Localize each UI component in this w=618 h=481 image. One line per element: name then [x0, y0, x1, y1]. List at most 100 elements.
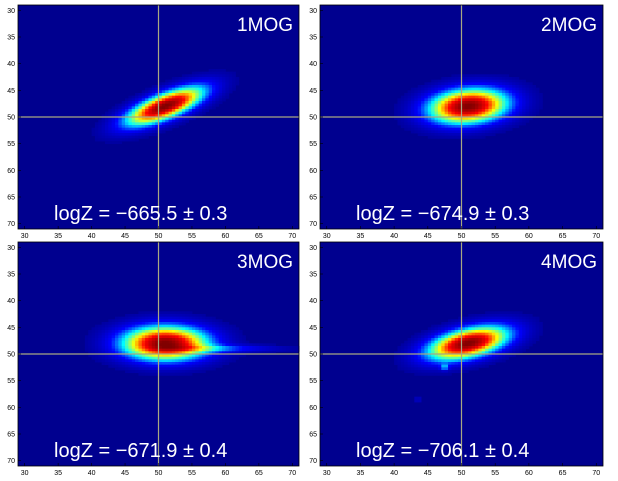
heatmap-cell: [201, 85, 206, 89]
heatmap-cell: [175, 87, 179, 91]
heatmap-cell: [175, 109, 179, 113]
heatmap-cell: [474, 324, 479, 328]
heatmap-cell: [525, 340, 530, 344]
heatmap-cell: [125, 127, 129, 131]
heatmap-cell: [125, 109, 129, 113]
heatmap-cell: [427, 117, 432, 121]
heatmap-cell: [108, 338, 113, 342]
heatmap-cell: [195, 106, 200, 110]
heatmap-cell: [191, 346, 196, 350]
heatmap-cell: [201, 79, 206, 83]
heatmap-cell: [232, 343, 236, 347]
heatmap-cell: [125, 135, 129, 139]
y-tick-label: 40: [7, 298, 15, 305]
heatmap-cell: [461, 356, 466, 360]
heatmap-cell: [451, 85, 456, 89]
heatmap-cell: [474, 359, 479, 363]
heatmap-cell: [451, 122, 456, 126]
heatmap-cell: [185, 77, 190, 81]
heatmap-cell: [118, 362, 123, 366]
heatmap-cell: [121, 351, 126, 355]
heatmap-cell: [145, 125, 149, 129]
heatmap-cell: [431, 351, 435, 355]
heatmap-cell: [265, 346, 270, 350]
heatmap-cell: [464, 98, 469, 102]
heatmap-cell: [424, 95, 429, 99]
heatmap-cell: [98, 338, 103, 342]
heatmap-cell: [498, 346, 503, 350]
heatmap-cell: [481, 338, 486, 342]
heatmap-cell: [461, 79, 466, 83]
heatmap-cell: [508, 354, 513, 358]
heatmap-cell: [121, 316, 126, 320]
heatmap-cell: [101, 327, 106, 331]
heatmap-cell: [145, 93, 149, 97]
heatmap-cell: [175, 103, 179, 107]
heatmap-cell: [151, 125, 156, 129]
heatmap-cell: [145, 314, 149, 318]
heatmap-cell: [148, 314, 153, 318]
heatmap-cell: [481, 125, 486, 129]
heatmap-cell: [188, 322, 193, 326]
heatmap-cell: [508, 338, 513, 342]
heatmap-cell: [195, 346, 200, 350]
heatmap-cell: [115, 346, 119, 350]
heatmap-cell: [417, 338, 422, 342]
heatmap-cell: [135, 359, 139, 363]
heatmap-cell: [468, 338, 473, 342]
heatmap-cell: [158, 114, 163, 118]
heatmap-cell: [155, 356, 159, 360]
heatmap-cell: [478, 362, 483, 366]
heatmap-cell: [111, 111, 116, 115]
heatmap-cell: [178, 343, 183, 347]
heatmap-cell: [212, 338, 216, 342]
heatmap-cell: [131, 319, 136, 323]
heatmap-cell: [228, 324, 233, 328]
heatmap-cell: [485, 130, 489, 134]
heatmap-cell: [437, 90, 442, 94]
x-tick-label: 40: [390, 233, 398, 240]
heatmap-cell: [175, 348, 179, 352]
heatmap-cell: [218, 74, 223, 78]
heatmap-cell: [495, 348, 499, 352]
heatmap-cell: [181, 117, 186, 121]
heatmap-cell: [201, 82, 206, 86]
heatmap-cell: [414, 127, 419, 131]
heatmap-cell: [481, 119, 486, 123]
heatmap-cell: [404, 367, 408, 371]
heatmap-cell: [208, 69, 213, 73]
heatmap-cell: [145, 87, 149, 91]
heatmap-cell: [131, 130, 136, 134]
heatmap-cell: [400, 362, 405, 366]
heatmap-cell: [431, 135, 435, 139]
heatmap-cell: [498, 338, 503, 342]
heatmap-cell: [434, 85, 439, 89]
heatmap-cell: [518, 343, 523, 347]
heatmap-cell: [165, 111, 169, 115]
heatmap-cell: [131, 125, 136, 129]
heatmap-cell: [245, 351, 250, 355]
heatmap-cell: [461, 367, 466, 371]
heatmap-cell: [454, 111, 459, 115]
heatmap-cell: [410, 364, 415, 368]
heatmap-cell: [491, 338, 496, 342]
heatmap-cell: [108, 135, 113, 139]
heatmap-cell: [141, 364, 146, 368]
heatmap-cell: [228, 346, 233, 350]
heatmap-cell: [451, 343, 456, 347]
heatmap-cell: [532, 95, 537, 99]
heatmap-cell: [148, 125, 153, 129]
heatmap-cell: [437, 101, 442, 105]
heatmap-cell: [464, 332, 469, 336]
heatmap-cell: [434, 79, 439, 83]
heatmap-cell: [161, 348, 166, 352]
heatmap-cell: [208, 332, 213, 336]
heatmap-cell: [444, 362, 449, 366]
heatmap-cell: [458, 98, 462, 102]
heatmap-cell: [155, 125, 159, 129]
heatmap-cell: [535, 327, 540, 331]
heatmap-cell: [441, 79, 446, 83]
heatmap-cell: [222, 71, 226, 75]
heatmap-cell: [135, 95, 139, 99]
heatmap-cell: [488, 101, 493, 105]
